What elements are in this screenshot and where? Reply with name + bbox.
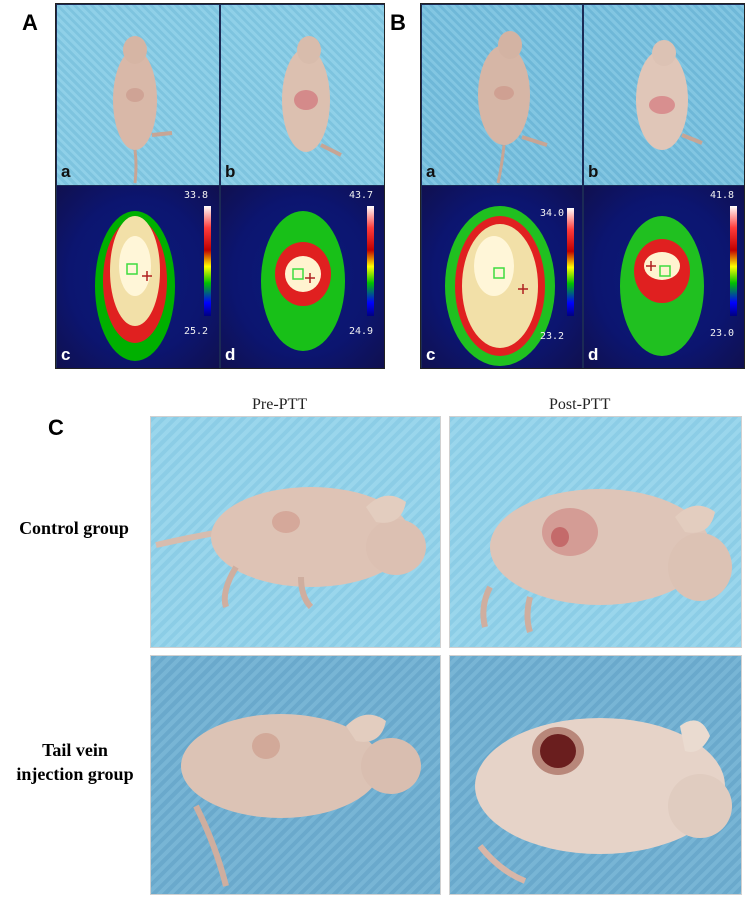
mouse-control-post — [480, 489, 732, 633]
panel-letter-a: A — [22, 10, 38, 35]
panel-letter-b: B — [390, 10, 406, 35]
photo-control-post-ptt — [449, 416, 742, 648]
photo-control-pre-ptt — [150, 416, 441, 648]
sublabel-d: d — [225, 345, 236, 364]
mouse-figure-b-a — [478, 31, 548, 184]
scale-min-a-d: 24.9 — [349, 326, 374, 337]
photo-tail-vein-post-ptt — [449, 655, 742, 895]
row-title-tail-line2: injection group — [16, 764, 134, 784]
panel-b-thermal-d: 41.8 23.0 d — [584, 186, 744, 368]
mouse-figure-b-b — [636, 40, 703, 150]
sublabel-b-a: a — [426, 162, 436, 181]
mouse-tail-pre — [181, 714, 421, 887]
panel-b-thermal-c: 34.0 23.2 c — [422, 186, 582, 368]
row-title-tail-vein: Tail vein injection group — [0, 738, 150, 786]
scale-max-a-d: 43.7 — [349, 190, 374, 201]
column-title-post-ptt: Post-PTT — [549, 396, 611, 413]
thermal-mouse-b-c — [445, 206, 555, 366]
row-title-tail-line1: Tail vein — [42, 740, 108, 760]
panel-a-frame: a b 33.8 25.2 c — [55, 3, 385, 369]
mouse-figure-a — [113, 36, 173, 184]
panel-b-photo-a: a — [422, 5, 582, 185]
scale-min-b-d: 23.0 — [710, 328, 735, 339]
mouse-figure-b — [282, 36, 342, 157]
thermal-mouse-c — [95, 211, 175, 361]
sublabel-b-b: b — [588, 162, 599, 181]
row-title-control: Control group — [19, 518, 129, 538]
temperature-scale-a-d — [367, 206, 374, 316]
scale-min-b-c: 23.2 — [540, 331, 565, 342]
sublabel-c: c — [61, 345, 71, 364]
mouse-tail-post — [475, 718, 732, 884]
temperature-scale-a-c — [204, 206, 211, 316]
scale-max-b-d: 41.8 — [710, 190, 735, 201]
sublabel-b: b — [225, 162, 236, 181]
thermal-mouse-d — [261, 211, 345, 351]
scale-min-a-c: 25.2 — [184, 326, 209, 337]
panel-b-frame: a b 34.0 23.2 c 4 — [420, 3, 745, 369]
temperature-scale-b-d — [730, 206, 737, 316]
panel-letter-c: C — [48, 415, 64, 440]
panel-a-thermal-c: 33.8 25.2 c — [57, 186, 219, 368]
scale-max-b-c: 34.0 — [540, 208, 565, 219]
thermal-mouse-b-d — [620, 216, 704, 356]
panel-a-photo-a: a — [57, 5, 219, 185]
panel-a-thermal-d: 43.7 24.9 d — [221, 186, 384, 368]
photo-tail-vein-pre-ptt — [150, 655, 441, 895]
temperature-scale-b-c — [567, 208, 574, 316]
sublabel-b-d: d — [588, 345, 599, 364]
mouse-control-pre — [155, 487, 426, 610]
column-title-pre-ptt: Pre-PTT — [252, 396, 308, 413]
sublabel-b-c: c — [426, 345, 436, 364]
scale-max-a-c: 33.8 — [184, 190, 209, 201]
sublabel-a: a — [61, 162, 71, 181]
panel-b-photo-b: b — [584, 5, 744, 185]
panel-a-photo-b: b — [221, 5, 384, 185]
